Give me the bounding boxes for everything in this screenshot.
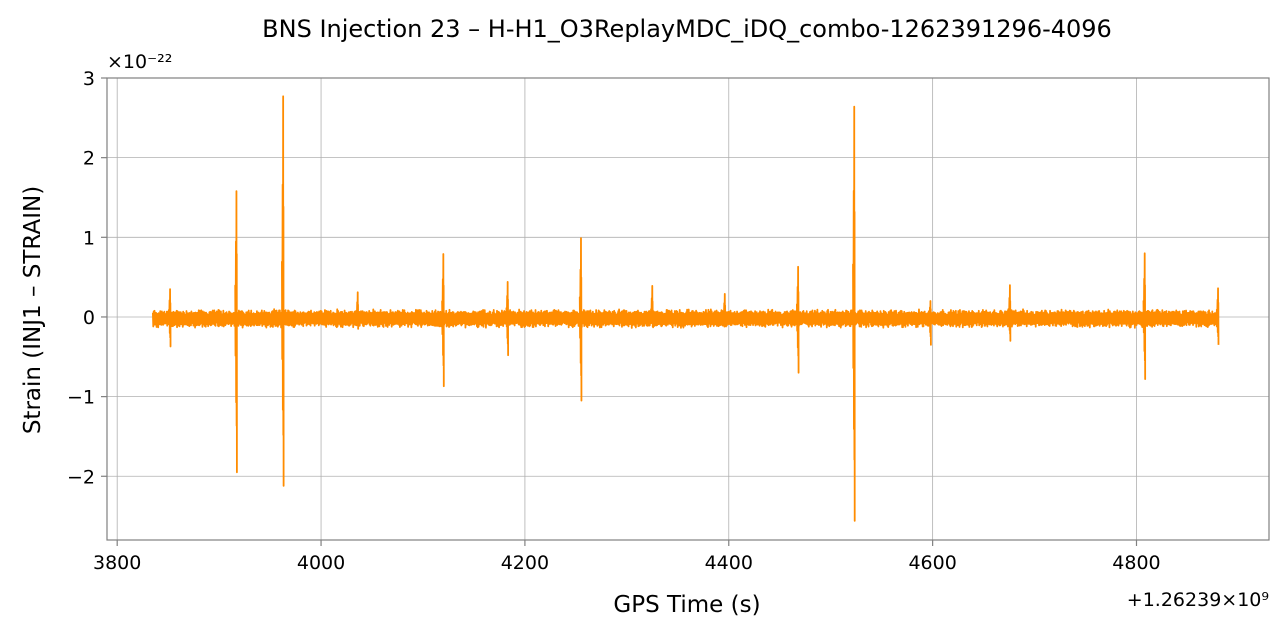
- y-tick-label: 3: [83, 68, 95, 90]
- x-tick-label: 4200: [501, 552, 549, 574]
- y-axis-label: Strain (INJ1 – STRAIN): [20, 186, 46, 434]
- x-tick-label: 4400: [705, 552, 753, 574]
- x-tick-label: 4800: [1112, 552, 1160, 574]
- strain-series-line: [151, 95, 1220, 522]
- x-tick-label: 3800: [93, 552, 141, 574]
- y-tick-label: −2: [67, 466, 95, 488]
- chart-title: BNS Injection 23 – H-H1_O3ReplayMDC_iDQ_…: [262, 15, 1112, 43]
- y-axis-ticks: −2 −1 0 1 2 3: [67, 68, 107, 488]
- y-tick-label: 1: [83, 227, 95, 249]
- strain-series: [151, 95, 1220, 522]
- x-axis-label: GPS Time (s): [613, 592, 760, 618]
- x-axis-ticks: 3800 4000 4200 4400 4600 4800: [93, 540, 1161, 574]
- y-tick-label: −1: [67, 387, 95, 409]
- x-offset-label: +1.26239×10⁹: [1127, 589, 1269, 611]
- y-scale-exponent: ×10⁻²²: [107, 51, 172, 73]
- y-tick-label: 2: [83, 148, 95, 170]
- x-tick-label: 4000: [297, 552, 345, 574]
- x-tick-label: 4600: [908, 552, 956, 574]
- y-tick-label: 0: [83, 307, 95, 329]
- plot-frame: [106, 77, 1270, 541]
